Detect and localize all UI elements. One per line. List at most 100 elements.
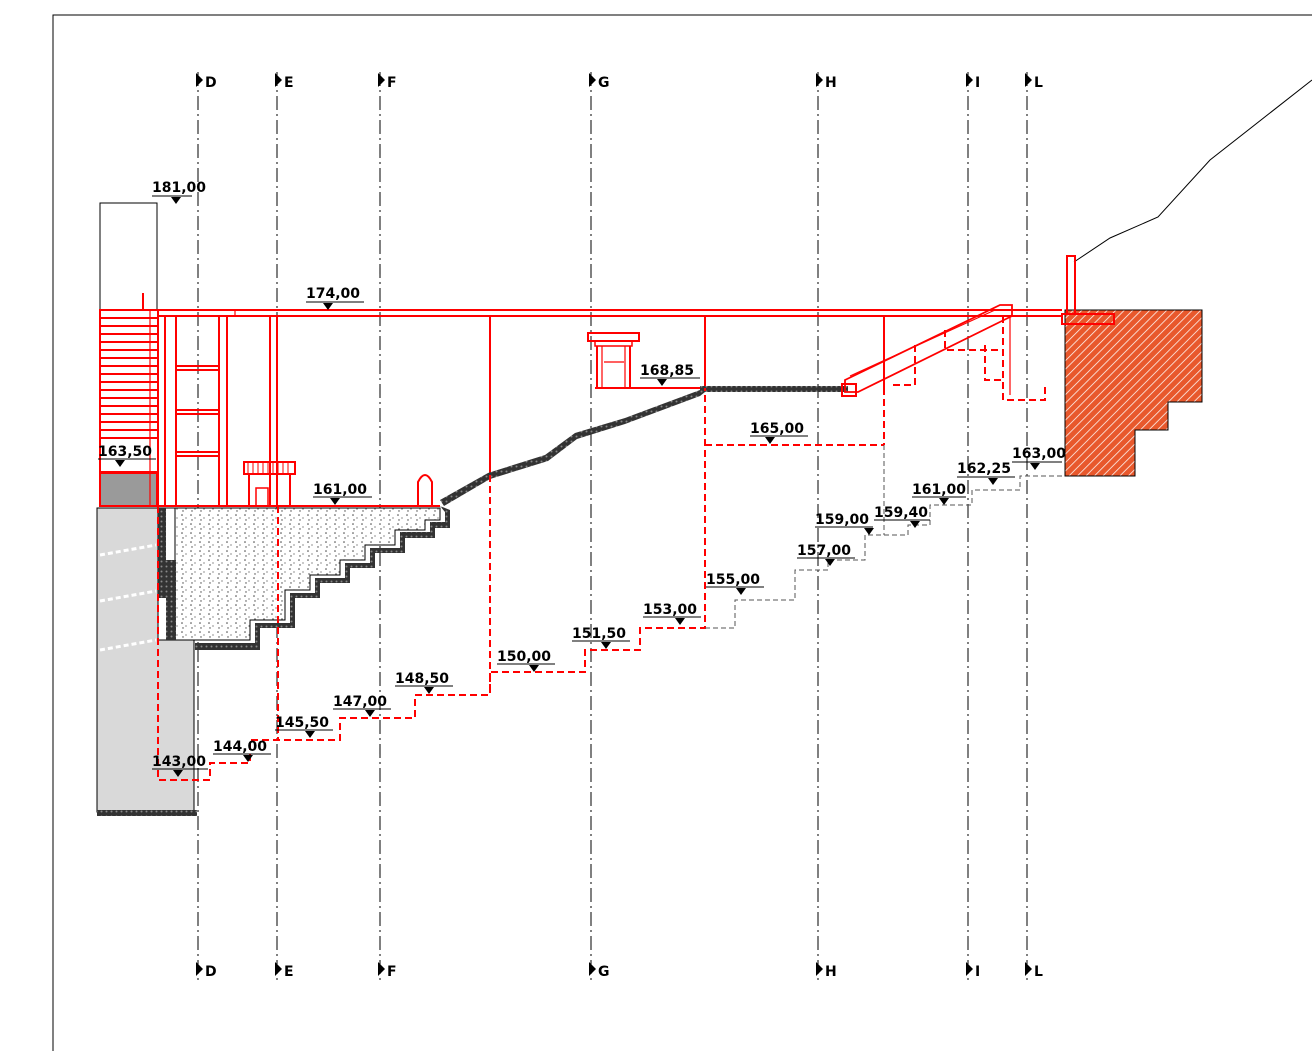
axis-label-d-bottom: D [205, 964, 217, 980]
axis-marker-icon [196, 73, 203, 87]
level-triangle-icon [365, 710, 375, 717]
elevation-label: 159,00 [815, 512, 869, 528]
level-triangle-icon [330, 498, 340, 505]
elevation-label: 151,50 [572, 626, 626, 642]
level-triangle-icon [657, 379, 667, 386]
axis-markers-top: D E F G H I L [196, 73, 1043, 91]
left-stair-tower [99, 293, 159, 506]
fill-area [158, 507, 441, 641]
building-upper-outline [99, 202, 158, 311]
axis-label-h-bottom: H [825, 964, 837, 980]
vertical-frame [164, 316, 885, 506]
elevation-label: 163,50 [98, 444, 152, 460]
axis-label-l-bottom: L [1034, 964, 1043, 980]
elevation-label: 161,00 [313, 482, 367, 498]
axis-label-i-bottom: I [975, 964, 980, 980]
level-triangle-icon [675, 618, 685, 625]
elevation-label: 143,00 [152, 754, 206, 770]
elevation-label: 147,00 [333, 694, 387, 710]
axis-label-e-bottom: E [284, 964, 294, 980]
elevation-markers: 181,00 174,00 168,85 165,00 163,50 163,0… [98, 180, 1066, 777]
elevation-label: 168,85 [640, 363, 694, 379]
grey-slab [99, 471, 158, 507]
level-triangle-icon [736, 588, 746, 595]
level-triangle-icon [305, 731, 315, 738]
terrain-line [1073, 79, 1312, 263]
wall-cap [1061, 313, 1115, 325]
soil-edge [166, 560, 176, 640]
axis-marker-icon [1025, 73, 1032, 87]
elevation-label: 157,00 [797, 543, 851, 559]
elevation-label: 144,00 [213, 739, 267, 755]
axis-label-g-bottom: G [598, 964, 610, 980]
level-triangle-icon [1030, 463, 1040, 470]
level-triangle-icon [825, 559, 835, 566]
elevation-label: 181,00 [152, 180, 206, 196]
retaining-wall [1064, 309, 1203, 477]
right-stair [841, 304, 1046, 445]
axis-marker-icon [275, 73, 282, 87]
axis-lines [197, 72, 1028, 980]
pavilion-roof [243, 461, 296, 475]
hidden-wall [944, 330, 1003, 351]
level-triangle-icon [323, 303, 333, 310]
drawing-frame [52, 14, 1312, 1051]
level-triangle-icon [171, 197, 181, 204]
level-triangle-icon [765, 437, 775, 444]
foundation-joint [99, 638, 157, 652]
level-triangle-icon [864, 528, 874, 535]
axis-label-g-top: G [598, 75, 610, 91]
stair-landing [841, 383, 857, 397]
arch-element [417, 474, 433, 506]
kiosk [587, 332, 640, 388]
level-triangle-icon [988, 478, 998, 485]
axis-label-e-top: E [284, 75, 294, 91]
axis-marker-icon [966, 962, 973, 976]
elevation-label: 155,00 [706, 572, 760, 588]
existing-building [96, 202, 197, 816]
axis-label-i-top: I [975, 75, 980, 91]
stair-treads [100, 317, 158, 439]
elevation-label: 148,50 [395, 671, 449, 687]
axis-label-l-top: L [1034, 75, 1043, 91]
axis-marker-icon [589, 73, 596, 87]
small-pavilion [243, 461, 296, 507]
axis-marker-icon [275, 962, 282, 976]
level-triangle-icon [115, 460, 125, 467]
excavation-steps [157, 388, 706, 781]
axis-label-d-top: D [205, 75, 217, 91]
elevation-label: 163,00 [1012, 446, 1066, 462]
platform-base [700, 386, 848, 392]
elevation-label: 150,00 [497, 649, 551, 665]
hidden-wall [890, 345, 916, 386]
axis-label-f-top: F [387, 75, 397, 91]
hidden-wall [984, 345, 1003, 381]
foundation-joint [99, 589, 157, 603]
level-triangle-icon [424, 687, 434, 694]
level-triangle-icon [529, 665, 539, 672]
axis-markers-bottom: D E F G H I L [196, 962, 1043, 980]
stair-flight [844, 304, 1013, 393]
base-soil [97, 810, 197, 816]
axis-marker-icon [816, 73, 823, 87]
elevation-label: 153,00 [643, 602, 697, 618]
level-triangle-icon [243, 755, 253, 762]
level-triangle-icon [939, 498, 949, 505]
axis-marker-icon [589, 962, 596, 976]
stair-rail [849, 309, 996, 377]
elevation-label: 145,50 [275, 715, 329, 731]
axis-label-h-top: H [825, 75, 837, 91]
level-triangle-icon [173, 770, 183, 777]
axis-marker-icon [378, 962, 385, 976]
elevation-label: 165,00 [750, 421, 804, 437]
axis-marker-icon [966, 73, 973, 87]
axis-marker-icon [816, 962, 823, 976]
elevation-label: 159,40 [874, 505, 928, 521]
axis-label-f-bottom: F [387, 964, 397, 980]
level-triangle-icon [910, 521, 920, 528]
foundation-joint [99, 543, 157, 557]
axis-marker-icon [1025, 962, 1032, 976]
elevation-label: 162,25 [957, 461, 1011, 477]
level-triangle-icon [601, 642, 611, 649]
soil-edge [158, 508, 166, 598]
